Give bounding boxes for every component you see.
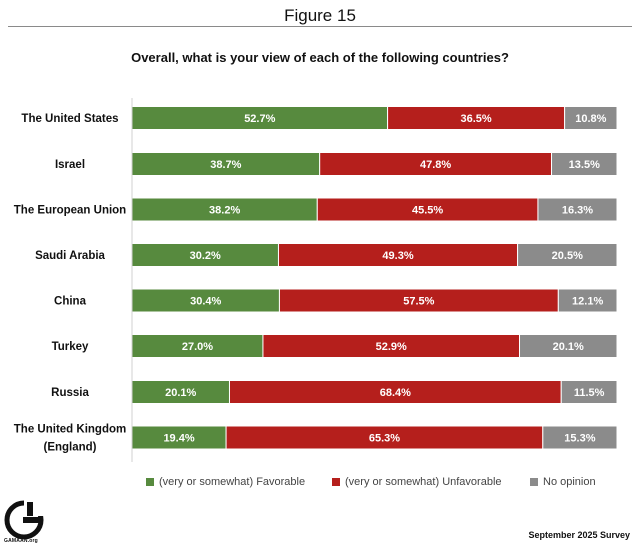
legend-item-unfavorable: (very or somewhat) Unfavorable: [332, 476, 502, 488]
figure-label: Figure 15: [284, 6, 356, 25]
legend-item-favorable: (very or somewhat) Favorable: [146, 476, 305, 488]
data-label-no-opinion: 11.5%: [574, 387, 605, 399]
legend-swatch-favorable: [146, 478, 154, 486]
data-label-unfavorable: 36.5%: [461, 113, 492, 125]
data-label-unfavorable: 68.4%: [380, 387, 411, 399]
bars: [131, 106, 618, 450]
category-label: Turkey: [52, 341, 89, 353]
bar-no-opinion: [564, 106, 618, 130]
data-label-no-opinion: 12.1%: [572, 296, 603, 308]
logo-text: GAMAAN.org: [4, 538, 38, 544]
bar-labels: 52.7% 36.5% 10.8% 38.7% 47.8% 13.5% 38.2% 45.5%…: [163, 113, 606, 445]
data-label-favorable: 52.7%: [244, 113, 275, 125]
data-label-unfavorable: 52.9%: [376, 341, 407, 353]
survey-date-footnote: September 2025 Survey: [528, 530, 630, 540]
data-label-unfavorable: 47.8%: [420, 159, 451, 171]
data-label-unfavorable: 57.5%: [403, 296, 434, 308]
data-label-no-opinion: 13.5%: [569, 159, 600, 171]
legend: (very or somewhat) Favorable (very or so…: [146, 476, 626, 492]
data-label-favorable: 38.2%: [209, 205, 240, 217]
data-label-unfavorable: 65.3%: [369, 433, 400, 445]
gamaan-logo-icon: [4, 500, 44, 540]
data-label-no-opinion: 15.3%: [564, 433, 595, 445]
legend-item-no-opinion: No opinion: [530, 476, 596, 488]
legend-swatch-unfavorable: [332, 478, 340, 486]
category-label: (England): [43, 442, 96, 454]
bar-no-opinion: [551, 152, 618, 176]
data-label-favorable: 30.4%: [190, 296, 221, 308]
bar-no-opinion: [519, 334, 618, 358]
category-labels: The United States Israel The European Unio…: [14, 113, 126, 454]
bar-no-opinion: [542, 425, 618, 450]
data-label-favorable: 38.7%: [210, 159, 241, 171]
category-label: The United States: [21, 113, 118, 125]
legend-label-no-opinion: No opinion: [543, 476, 596, 488]
data-label-favorable: 20.1%: [165, 387, 196, 399]
category-label: China: [54, 296, 87, 308]
data-label-no-opinion: 10.8%: [575, 113, 606, 125]
category-label: The European Union: [14, 205, 126, 217]
data-label-favorable: 27.0%: [182, 341, 213, 353]
category-label: The United Kingdom: [14, 424, 126, 436]
bar-no-opinion: [557, 288, 618, 313]
data-label-unfavorable: 45.5%: [412, 205, 443, 217]
chart-title: Overall, what is your view of each of th…: [131, 50, 509, 65]
data-label-no-opinion: 16.3%: [562, 205, 593, 217]
bar-no-opinion: [517, 243, 618, 267]
data-label-no-opinion: 20.1%: [553, 341, 584, 353]
bar-no-opinion: [560, 380, 618, 404]
data-label-favorable: 19.4%: [163, 433, 194, 445]
legend-label-favorable: (very or somewhat) Favorable: [159, 476, 306, 488]
category-label: Russia: [51, 387, 89, 399]
legend-label-unfavorable: (very or somewhat) Unfavorable: [345, 476, 502, 488]
bar-no-opinion: [537, 197, 618, 222]
category-label: Saudi Arabia: [35, 250, 105, 262]
top-divider: [8, 26, 632, 27]
data-label-unfavorable: 49.3%: [382, 250, 413, 262]
legend-swatch-no-opinion: [530, 478, 538, 486]
data-label-favorable: 30.2%: [190, 250, 221, 262]
category-label: Israel: [55, 159, 85, 171]
data-label-no-opinion: 20.5%: [552, 250, 583, 262]
